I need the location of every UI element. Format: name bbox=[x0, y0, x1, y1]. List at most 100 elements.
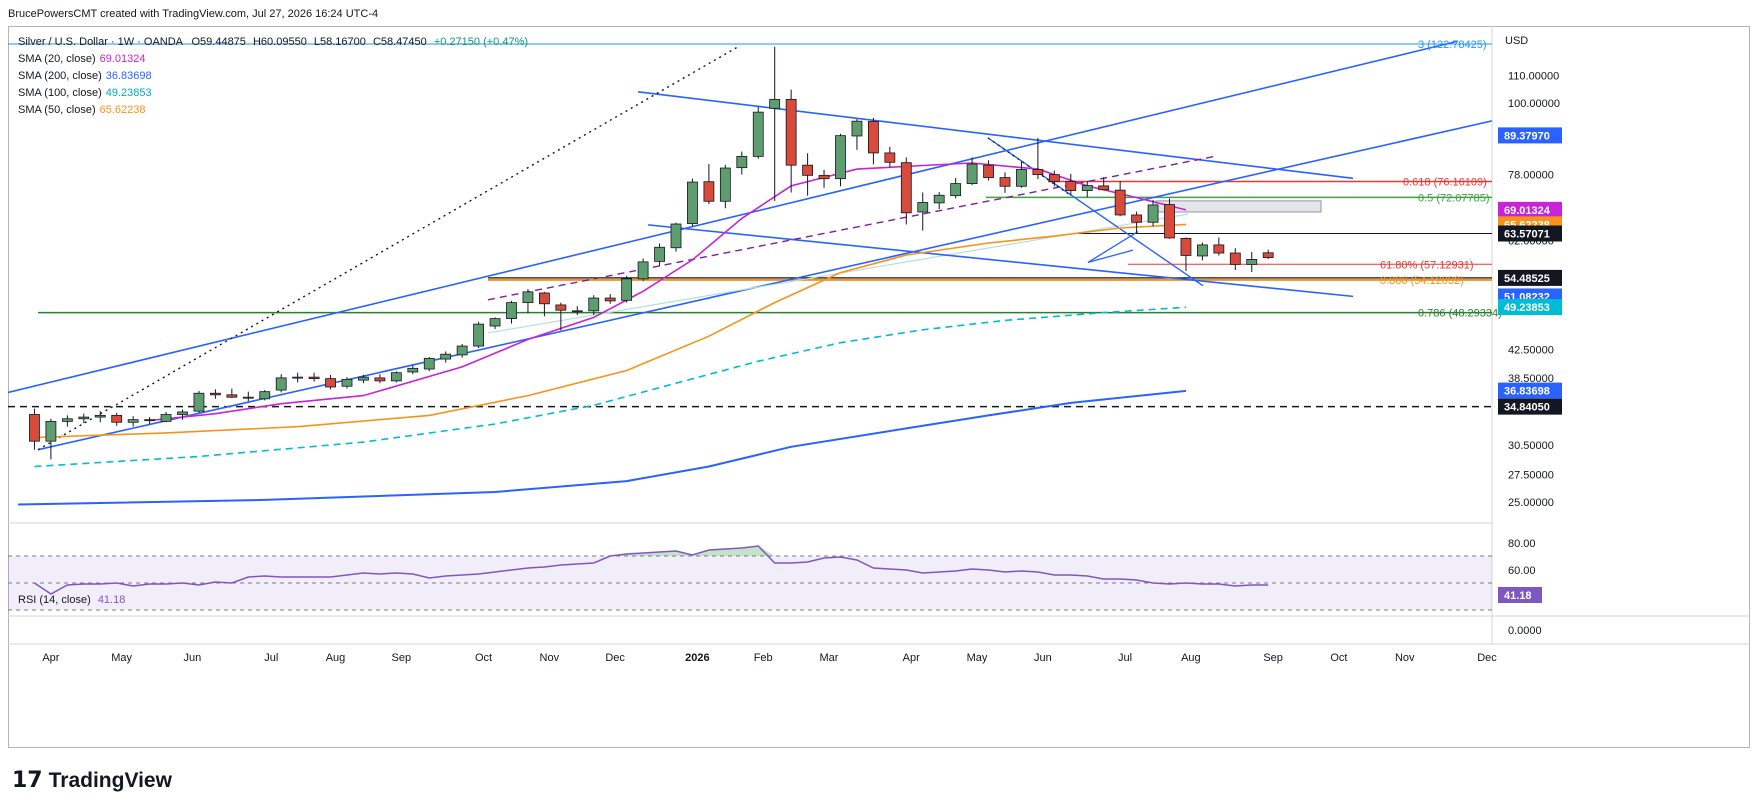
candle-body bbox=[374, 377, 386, 382]
candle-body bbox=[242, 396, 254, 399]
price-tag-bg bbox=[1498, 299, 1562, 316]
candle-body bbox=[61, 418, 73, 422]
candle-body bbox=[818, 174, 830, 180]
candle-body bbox=[1262, 252, 1274, 258]
candle-body bbox=[111, 414, 123, 423]
price-tick: 42.50000 bbox=[1508, 344, 1554, 356]
candle-body bbox=[1048, 174, 1060, 182]
sma200-value: 36.83698 bbox=[105, 70, 152, 82]
candle-body bbox=[160, 414, 172, 422]
candle bbox=[604, 294, 616, 304]
fib-label: 0.5 (72.07785) bbox=[1418, 192, 1490, 204]
drawings-layer bbox=[8, 40, 1493, 451]
sma20-legend[interactable]: SMA (20, close) 69.01324 bbox=[18, 51, 528, 68]
rsi-overbought-fill bbox=[34, 546, 1269, 556]
rsi-value: 41.18 bbox=[97, 594, 126, 606]
price-chart[interactable]: 3 (122.78425) 0.618 (76.16109) 0.5 (72.077… bbox=[8, 26, 1750, 748]
upper-channel-line bbox=[8, 40, 1459, 394]
rsi-tick: 80.00 bbox=[1508, 538, 1536, 550]
candle bbox=[226, 388, 238, 399]
candle-body bbox=[1213, 244, 1225, 254]
candle bbox=[703, 164, 715, 205]
candle-body bbox=[983, 164, 994, 178]
candle-body bbox=[802, 164, 813, 176]
candle bbox=[539, 291, 550, 317]
time-label: Apr bbox=[903, 652, 920, 664]
candle-body bbox=[489, 318, 501, 327]
candle-body bbox=[226, 394, 238, 398]
candle bbox=[456, 344, 468, 358]
fib-label: 0.786 (48.29334) bbox=[1418, 308, 1502, 320]
candle bbox=[818, 169, 830, 188]
candle bbox=[555, 302, 567, 331]
wedge-lower-line bbox=[1087, 249, 1134, 264]
price-tag-bg bbox=[1498, 269, 1562, 286]
fib-label: 0.886 (54.12032) bbox=[1380, 275, 1464, 287]
candle-body bbox=[703, 181, 715, 202]
price-tag: 54.48525 bbox=[1504, 273, 1550, 285]
symbol-name[interactable]: Silver / U.S. Dollar · 1W · OANDA bbox=[18, 36, 183, 48]
candle bbox=[999, 172, 1011, 193]
price-tag-bg bbox=[1498, 201, 1562, 218]
time-label: Jun bbox=[183, 652, 201, 664]
candle-body bbox=[1098, 185, 1110, 191]
price-tag: 69.01324 bbox=[1504, 205, 1551, 217]
time-label: Dec bbox=[605, 652, 625, 664]
candle bbox=[588, 295, 600, 315]
ohlc-change: +0.27150 (+0.47%) bbox=[433, 36, 529, 48]
time-axis: Apr May Jun Jul Aug Sep Oct Nov Dec 2026 Feb Mar Apr… bbox=[42, 652, 1497, 664]
lower-rising-line bbox=[37, 120, 1493, 451]
candle-body bbox=[358, 376, 369, 381]
candle-body bbox=[440, 353, 452, 360]
candle-body bbox=[621, 278, 633, 301]
tradingview-logo[interactable]: 17 TradingView bbox=[12, 768, 172, 793]
sma200-legend[interactable]: SMA (200, close) 36.83698 bbox=[18, 68, 528, 85]
candle bbox=[1098, 177, 1110, 191]
candle bbox=[390, 371, 402, 383]
candle bbox=[242, 391, 254, 402]
sma-layer bbox=[17, 162, 1187, 506]
candle bbox=[341, 377, 353, 389]
price-tick: 30.50000 bbox=[1508, 440, 1554, 452]
candle bbox=[325, 374, 336, 390]
candle bbox=[374, 374, 386, 384]
ohlc-close: C58.47450 bbox=[372, 36, 427, 48]
candle bbox=[308, 372, 320, 382]
candle-body bbox=[308, 376, 320, 380]
symbol-row[interactable]: Silver / U.S. Dollar · 1W · OANDA O59.44… bbox=[18, 34, 528, 51]
candle bbox=[407, 365, 419, 375]
candle-body bbox=[78, 416, 90, 420]
candle-body bbox=[670, 223, 682, 249]
rsi-band bbox=[8, 556, 1492, 610]
time-label: May bbox=[111, 652, 132, 664]
time-label: Jul bbox=[1118, 652, 1132, 664]
candle bbox=[835, 133, 846, 187]
candle bbox=[785, 89, 797, 193]
candle bbox=[802, 153, 813, 196]
candle-body bbox=[1032, 169, 1044, 176]
candle-body bbox=[539, 292, 550, 305]
candle-body bbox=[884, 152, 896, 163]
sma100-legend[interactable]: SMA (100, close) 49.23853 bbox=[18, 85, 528, 102]
tradingview-wordmark: TradingView bbox=[48, 768, 172, 792]
candle-body bbox=[341, 378, 353, 387]
candle bbox=[917, 192, 929, 231]
chart-frame bbox=[8, 26, 1750, 748]
candle-body bbox=[1016, 169, 1027, 187]
candle-body bbox=[933, 194, 945, 204]
rsi-line bbox=[33, 545, 1269, 595]
rsi-legend[interactable]: RSI (14, close) 41.18 bbox=[18, 594, 125, 606]
candle bbox=[78, 413, 90, 424]
sma200-label: SMA (200, close) bbox=[18, 70, 102, 82]
sma50-legend[interactable]: SMA (50, close) 65.62238 bbox=[18, 102, 528, 119]
candle bbox=[473, 321, 485, 349]
time-label: Jun bbox=[1034, 652, 1052, 664]
candle-body bbox=[654, 246, 665, 262]
candle bbox=[292, 372, 304, 383]
candle bbox=[29, 408, 40, 450]
candle bbox=[687, 178, 698, 227]
candle-body bbox=[522, 291, 534, 304]
candle-body bbox=[571, 310, 583, 313]
candle-body bbox=[144, 419, 156, 422]
price-tag: 89.37970 bbox=[1504, 130, 1550, 142]
